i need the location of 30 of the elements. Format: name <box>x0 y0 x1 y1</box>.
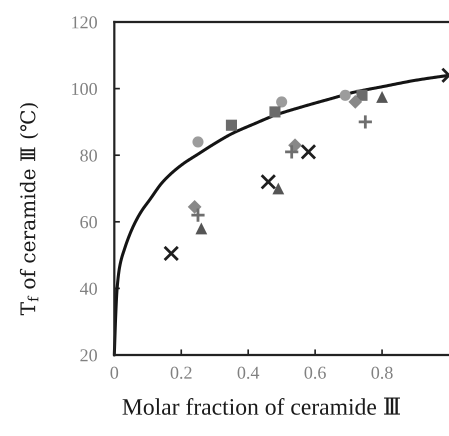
point <box>269 106 281 118</box>
y-tick-label: 20 <box>80 349 97 362</box>
y-axis-title: T$_{f}$ of ceramide Ⅲ (℃) <box>20 103 38 316</box>
x-tick-label: 0.8 <box>371 366 393 379</box>
x-axis-title: Molar fraction of ceramide Ⅲ <box>122 397 400 415</box>
point <box>163 245 180 262</box>
point <box>188 200 202 214</box>
x-tick-label: 0.6 <box>304 366 326 379</box>
y-tick-label: 80 <box>80 149 97 162</box>
point <box>276 96 288 108</box>
point <box>260 174 276 190</box>
point <box>195 222 208 234</box>
point <box>300 144 316 160</box>
point <box>356 90 368 101</box>
point <box>192 136 204 148</box>
point <box>284 144 300 160</box>
point <box>272 182 284 194</box>
x-tick-label: 0.4 <box>238 366 260 379</box>
point <box>357 114 374 130</box>
point <box>190 207 206 224</box>
point <box>340 90 351 101</box>
x-tick-label: 0.2 <box>170 366 192 379</box>
y-tick-label: 120 <box>72 16 97 28</box>
point <box>348 95 362 109</box>
x-tick-label: 0 <box>110 366 118 379</box>
y-tick-label: 100 <box>72 82 97 96</box>
point <box>226 120 238 131</box>
y-tick-label: 40 <box>80 282 97 295</box>
y-tick-label: 60 <box>80 216 97 228</box>
point <box>376 91 388 103</box>
